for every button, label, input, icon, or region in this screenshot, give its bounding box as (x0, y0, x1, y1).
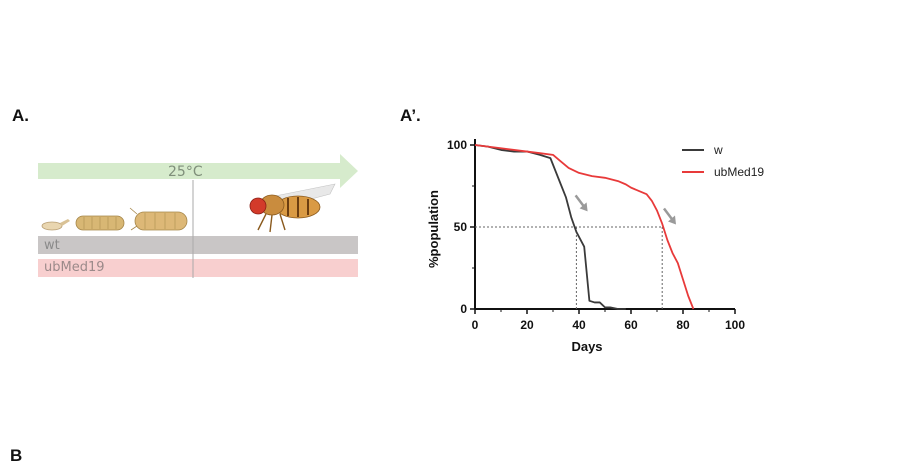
legend-label-w: w (713, 143, 723, 157)
panel-a2-label: A’. (400, 106, 421, 125)
larva-icon (75, 215, 125, 231)
y-tick-label: 50 (454, 220, 468, 234)
x-tick-label: 80 (676, 318, 690, 332)
x-tick-label: 60 (624, 318, 638, 332)
panel-a-label: A. (12, 106, 29, 125)
x-tick-label: 40 (572, 318, 586, 332)
ubmed19-label: ubMed19 (44, 260, 105, 275)
arrow-w-median-head (579, 202, 588, 212)
legend-label-ubmed19: ubMed19 (714, 165, 764, 179)
x-axis-label: Days (571, 339, 602, 354)
arrow-ubmed19-median-head (668, 215, 676, 225)
egg-icon (41, 219, 70, 231)
pupa-icon (129, 207, 188, 231)
series-line-w (474, 144, 626, 310)
x-tick-label: 20 (520, 318, 534, 332)
y-tick-label: 0 (460, 302, 467, 316)
adult-fly-icon (249, 183, 336, 233)
x-tick-label: 100 (725, 318, 745, 332)
panel-a-schematic (38, 154, 358, 278)
series-line-ubmed19 (474, 144, 695, 310)
survival-chart: 0 20 40 60 80 100 0 50 100 Days %population w ubMed1… (426, 138, 764, 354)
y-axis-label: %population (426, 190, 441, 268)
wt-bar (38, 236, 358, 254)
ubmed19-bar (38, 259, 358, 277)
y-tick-label: 100 (447, 138, 467, 152)
temperature-arrow (38, 154, 358, 188)
x-tick-label: 0 (472, 318, 479, 332)
wt-label: wt (44, 238, 60, 253)
temperature-label: 25°C (168, 164, 203, 180)
